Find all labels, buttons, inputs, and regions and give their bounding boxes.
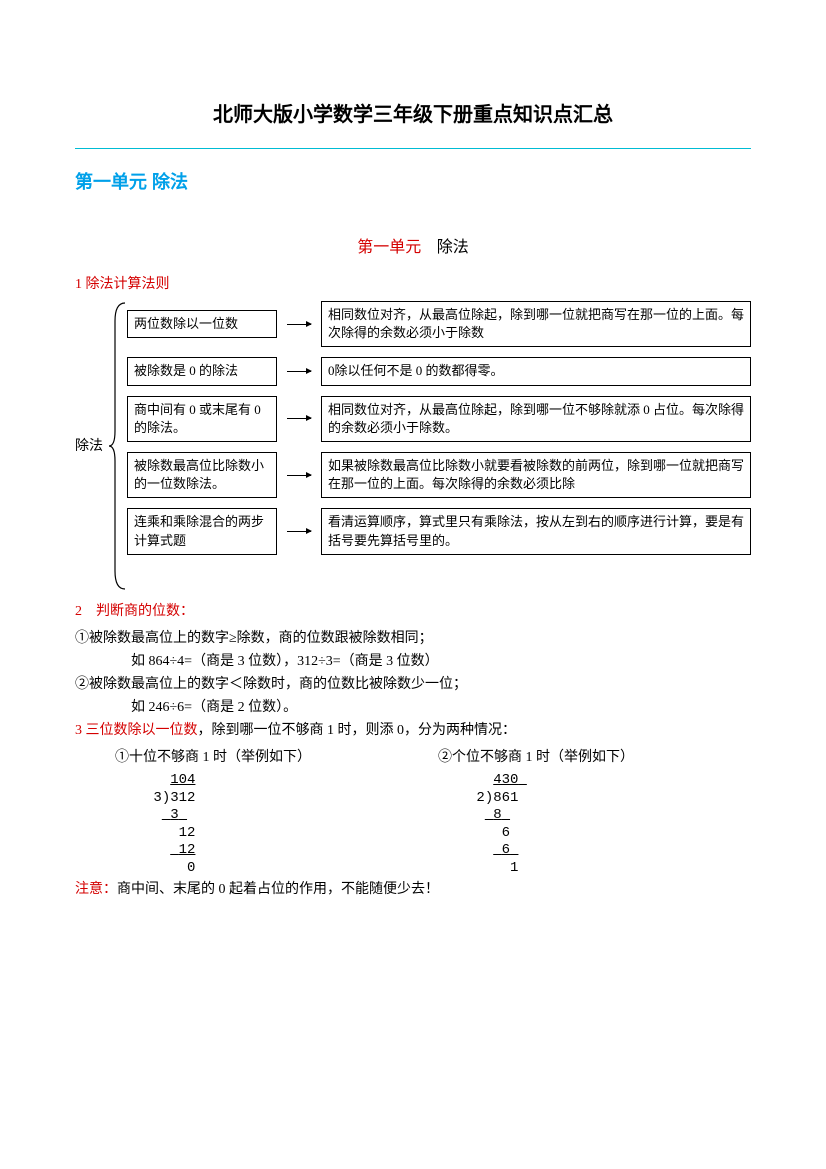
diagram-root-label: 除法 xyxy=(75,301,107,591)
rule3-line: 3 三位数除以一位数，除到哪一位不够商 1 时，则添 0，分为两种情况： xyxy=(75,720,751,741)
branch-row: 商中间有 0 或末尾有 0 的除法。 相同数位对齐，从最高位除起，除到哪一位不够… xyxy=(127,396,751,442)
brace-icon xyxy=(107,301,127,591)
branch-right: 如果被除数最高位比除数小就要看被除数的前两位，除到哪一位就把商写在那一位的上面。… xyxy=(321,452,751,498)
rule2-line2-ex: 如 246÷6=（商是 2 位数）。 xyxy=(75,697,751,718)
note-black: 商中间、末尾的 0 起着占位的作用，不能随便少去！ xyxy=(117,882,439,897)
branch-right: 相同数位对齐，从最高位除起，除到哪一位不够除就添 0 占位。每次除得的余数必须小… xyxy=(321,396,751,442)
long-division-2: 430 2)861 8 6 6 1 xyxy=(428,772,751,877)
diagram-branches: 两位数除以一位数 相同数位对齐，从最高位除起，除到哪一位就把商写在那一位的上面。… xyxy=(127,301,751,591)
branch-left: 两位数除以一位数 xyxy=(127,310,277,338)
example-2-title: ②个位不够商 1 时（举例如下） xyxy=(428,747,751,768)
note-red: 注意： xyxy=(75,882,117,897)
example-1-title: ①十位不够商 1 时（举例如下） xyxy=(105,747,428,768)
sub-unit-black: 除法 xyxy=(437,239,469,256)
divider xyxy=(75,148,751,149)
arrow-icon xyxy=(287,324,311,325)
branch-row: 被除数最高位比除数小的一位数除法。 如果被除数最高位比除数小就要看被除数的前两位… xyxy=(127,452,751,498)
example-1: ①十位不够商 1 时（举例如下） 104 3)312 3 12 12 0 xyxy=(105,747,428,877)
sub-unit-red: 第一单元 xyxy=(357,239,421,256)
long-division-1: 104 3)312 3 12 12 0 xyxy=(105,772,428,877)
rule2-title: 2 判断商的位数： xyxy=(75,601,751,622)
branch-left: 被除数最高位比除数小的一位数除法。 xyxy=(127,452,277,498)
sub-unit-row: 第一单元 除法 xyxy=(75,236,751,260)
branch-row: 连乘和乘除混合的两步计算式题 看清运算顺序，算式里只有乘除法，按从左到右的顺序进… xyxy=(127,508,751,554)
branch-right: 看清运算顺序，算式里只有乘除法，按从左到右的顺序进行计算，要是有括号要先算括号里… xyxy=(321,508,751,554)
branch-row: 两位数除以一位数 相同数位对齐，从最高位除起，除到哪一位就把商写在那一位的上面。… xyxy=(127,301,751,347)
arrow-icon xyxy=(287,371,311,372)
arrow-icon xyxy=(287,531,311,532)
branch-left: 商中间有 0 或末尾有 0 的除法。 xyxy=(127,396,277,442)
main-title: 北师大版小学数学三年级下册重点知识点汇总 xyxy=(75,100,751,130)
examples-row: ①十位不够商 1 时（举例如下） 104 3)312 3 12 12 0 ②个位… xyxy=(75,747,751,877)
arrow-icon xyxy=(287,418,311,419)
branch-right: 0除以任何不是 0 的数都得零。 xyxy=(321,357,751,385)
rule3-black: ，除到哪一位不够商 1 时，则添 0，分为两种情况： xyxy=(198,723,517,738)
branch-left: 被除数是 0 的除法 xyxy=(127,357,277,385)
arrow-icon xyxy=(287,475,311,476)
example-2: ②个位不够商 1 时（举例如下） 430 2)861 8 6 6 1 xyxy=(428,747,751,877)
rule2-line2: ②被除数最高位上的数字＜除数时，商的位数比被除数少一位； xyxy=(75,674,751,695)
branch-left: 连乘和乘除混合的两步计算式题 xyxy=(127,508,277,554)
rule2-line1-ex: 如 864÷4=（商是 3 位数），312÷3=（商是 3 位数） xyxy=(75,651,751,672)
note-line: 注意：商中间、末尾的 0 起着占位的作用，不能随便少去！ xyxy=(75,879,751,900)
rule3-red: 3 三位数除以一位数 xyxy=(75,723,198,738)
rule2-line1: ①被除数最高位上的数字≥除数，商的位数跟被除数相同； xyxy=(75,628,751,649)
rule1-title: 1 除法计算法则 xyxy=(75,274,751,295)
branch-right: 相同数位对齐，从最高位除起，除到哪一位就把商写在那一位的上面。每次除得的余数必须… xyxy=(321,301,751,347)
unit-title: 第一单元 除法 xyxy=(75,169,751,196)
division-diagram: 除法 两位数除以一位数 相同数位对齐，从最高位除起，除到哪一位就把商写在那一位的… xyxy=(75,301,751,591)
branch-row: 被除数是 0 的除法 0除以任何不是 0 的数都得零。 xyxy=(127,357,751,385)
